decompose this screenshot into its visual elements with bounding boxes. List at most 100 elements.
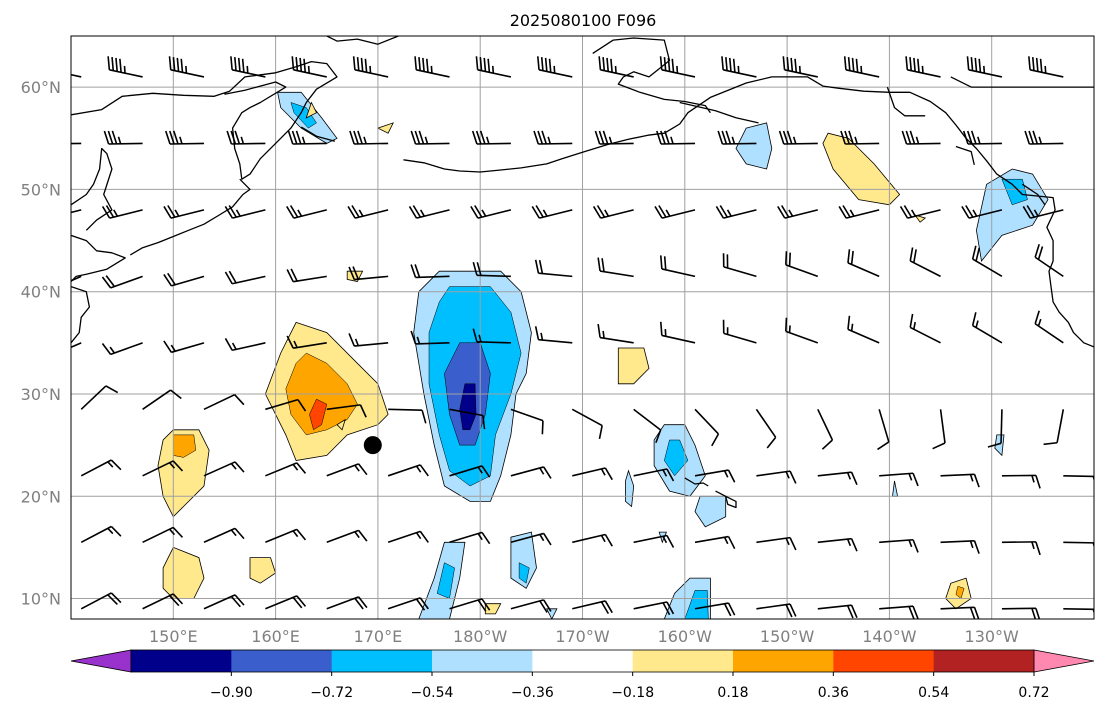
wind-barb xyxy=(1028,56,1064,78)
wind-barb xyxy=(659,255,696,278)
colorbar-tick-label: −0.36 xyxy=(511,685,554,701)
colorbar-segment xyxy=(833,650,935,672)
wind-barb xyxy=(449,408,486,430)
wind-barb xyxy=(722,319,757,344)
plot-area xyxy=(71,36,1094,619)
colorbar-segment xyxy=(933,650,1035,672)
wind-barb xyxy=(694,408,720,447)
lat-tick-label: 50°N xyxy=(21,180,61,199)
latitude-labels: 10°N 20°N 30°N 40°N 50°N 60°N xyxy=(21,78,61,608)
wind-barb xyxy=(472,328,511,344)
anomaly-contour xyxy=(664,439,689,477)
wind-barb xyxy=(782,56,818,78)
coastline xyxy=(592,37,711,114)
wind-barb xyxy=(326,463,368,477)
colorbar-tick-label: −0.90 xyxy=(210,685,253,701)
wind-barb xyxy=(410,130,450,145)
wind-barb xyxy=(659,321,696,344)
wind-barb xyxy=(940,473,980,488)
wind-barb xyxy=(80,459,122,477)
wind-barb xyxy=(756,536,797,551)
wind-barb xyxy=(721,56,757,78)
wind-barb xyxy=(572,533,613,547)
wind-barb xyxy=(722,253,757,278)
wind-barb xyxy=(777,205,818,219)
wind-barb xyxy=(471,130,511,145)
wind-barb xyxy=(940,606,980,619)
location-marker xyxy=(363,436,382,455)
wind-barb xyxy=(101,275,143,289)
wind-barb xyxy=(572,467,613,481)
wind-barb xyxy=(909,313,941,344)
wind-barb xyxy=(877,409,890,451)
anomaly-contour xyxy=(249,557,277,584)
colorbar-tick-label: −0.72 xyxy=(310,685,353,701)
wind-barb xyxy=(265,528,307,544)
wind-barb xyxy=(388,408,427,424)
wind-barb xyxy=(840,130,880,145)
anomaly-contour xyxy=(336,418,346,431)
wind-barb xyxy=(633,534,675,548)
wind-barb xyxy=(633,601,675,616)
wind-barb xyxy=(348,333,389,347)
anomaly-contour xyxy=(735,122,773,170)
coastline xyxy=(71,285,91,344)
anomaly-contour xyxy=(546,608,558,619)
wind-barb xyxy=(71,275,82,282)
anomaly-contour xyxy=(617,347,650,385)
colorbar-segment xyxy=(432,650,533,672)
wind-barb xyxy=(1043,409,1065,446)
wind-barb xyxy=(142,460,184,477)
longitude-labels: 150°E 160°E 170°E 180°W 170°W 160°W 150°W 140°W… xyxy=(149,627,1019,646)
wind-barb xyxy=(879,605,919,619)
wind-barb xyxy=(534,326,573,344)
wind-barb xyxy=(510,408,544,435)
coastline xyxy=(950,76,1094,88)
coastline xyxy=(715,490,737,509)
anomaly-contour xyxy=(157,429,210,518)
wind-barb xyxy=(165,130,205,145)
wind-barbs xyxy=(71,56,1094,619)
wind-barb xyxy=(905,56,941,78)
wind-barb xyxy=(1024,130,1064,145)
wind-barb xyxy=(230,56,266,78)
anomaly-contours xyxy=(157,91,1049,619)
colorbar-tick-label: 0.36 xyxy=(818,685,849,701)
wind-barb xyxy=(1034,244,1064,278)
wind-barb xyxy=(163,272,205,287)
coastline xyxy=(71,234,126,282)
lat-tick-label: 20°N xyxy=(21,487,61,506)
wind-barb xyxy=(408,205,450,219)
colorbar-segment xyxy=(632,650,734,672)
anomaly-contour xyxy=(376,122,394,134)
wind-barb xyxy=(286,205,327,219)
wind-barb xyxy=(475,56,512,78)
wind-barb xyxy=(224,205,266,219)
wind-barb xyxy=(1034,310,1064,344)
wind-barb xyxy=(537,56,573,78)
wind-barb xyxy=(656,130,696,145)
wind-barb xyxy=(224,338,266,352)
anomaly-contour xyxy=(518,562,530,584)
lat-tick-label: 30°N xyxy=(21,385,61,404)
wind-barb xyxy=(633,468,675,482)
anomaly-contour xyxy=(1001,178,1028,206)
wind-barb xyxy=(1001,607,1041,619)
colorbar-segment xyxy=(231,650,333,672)
wind-barb xyxy=(349,130,389,145)
wind-barb xyxy=(291,56,327,78)
wind-barb xyxy=(203,594,245,610)
wind-barb xyxy=(71,209,82,214)
wind-barb xyxy=(203,527,245,544)
wind-barb xyxy=(971,312,1003,344)
plot-frame xyxy=(70,35,1095,620)
lon-tick-label: 130°W xyxy=(965,627,1020,646)
wind-barb xyxy=(755,408,777,449)
wind-barb xyxy=(756,470,797,484)
wind-barb xyxy=(71,73,82,78)
colorbar-extend-low xyxy=(70,649,132,673)
wind-barb xyxy=(163,340,205,354)
colorbar-tick-label: −0.18 xyxy=(611,685,654,701)
wind-barb xyxy=(533,130,573,145)
wind-barb xyxy=(410,264,450,279)
